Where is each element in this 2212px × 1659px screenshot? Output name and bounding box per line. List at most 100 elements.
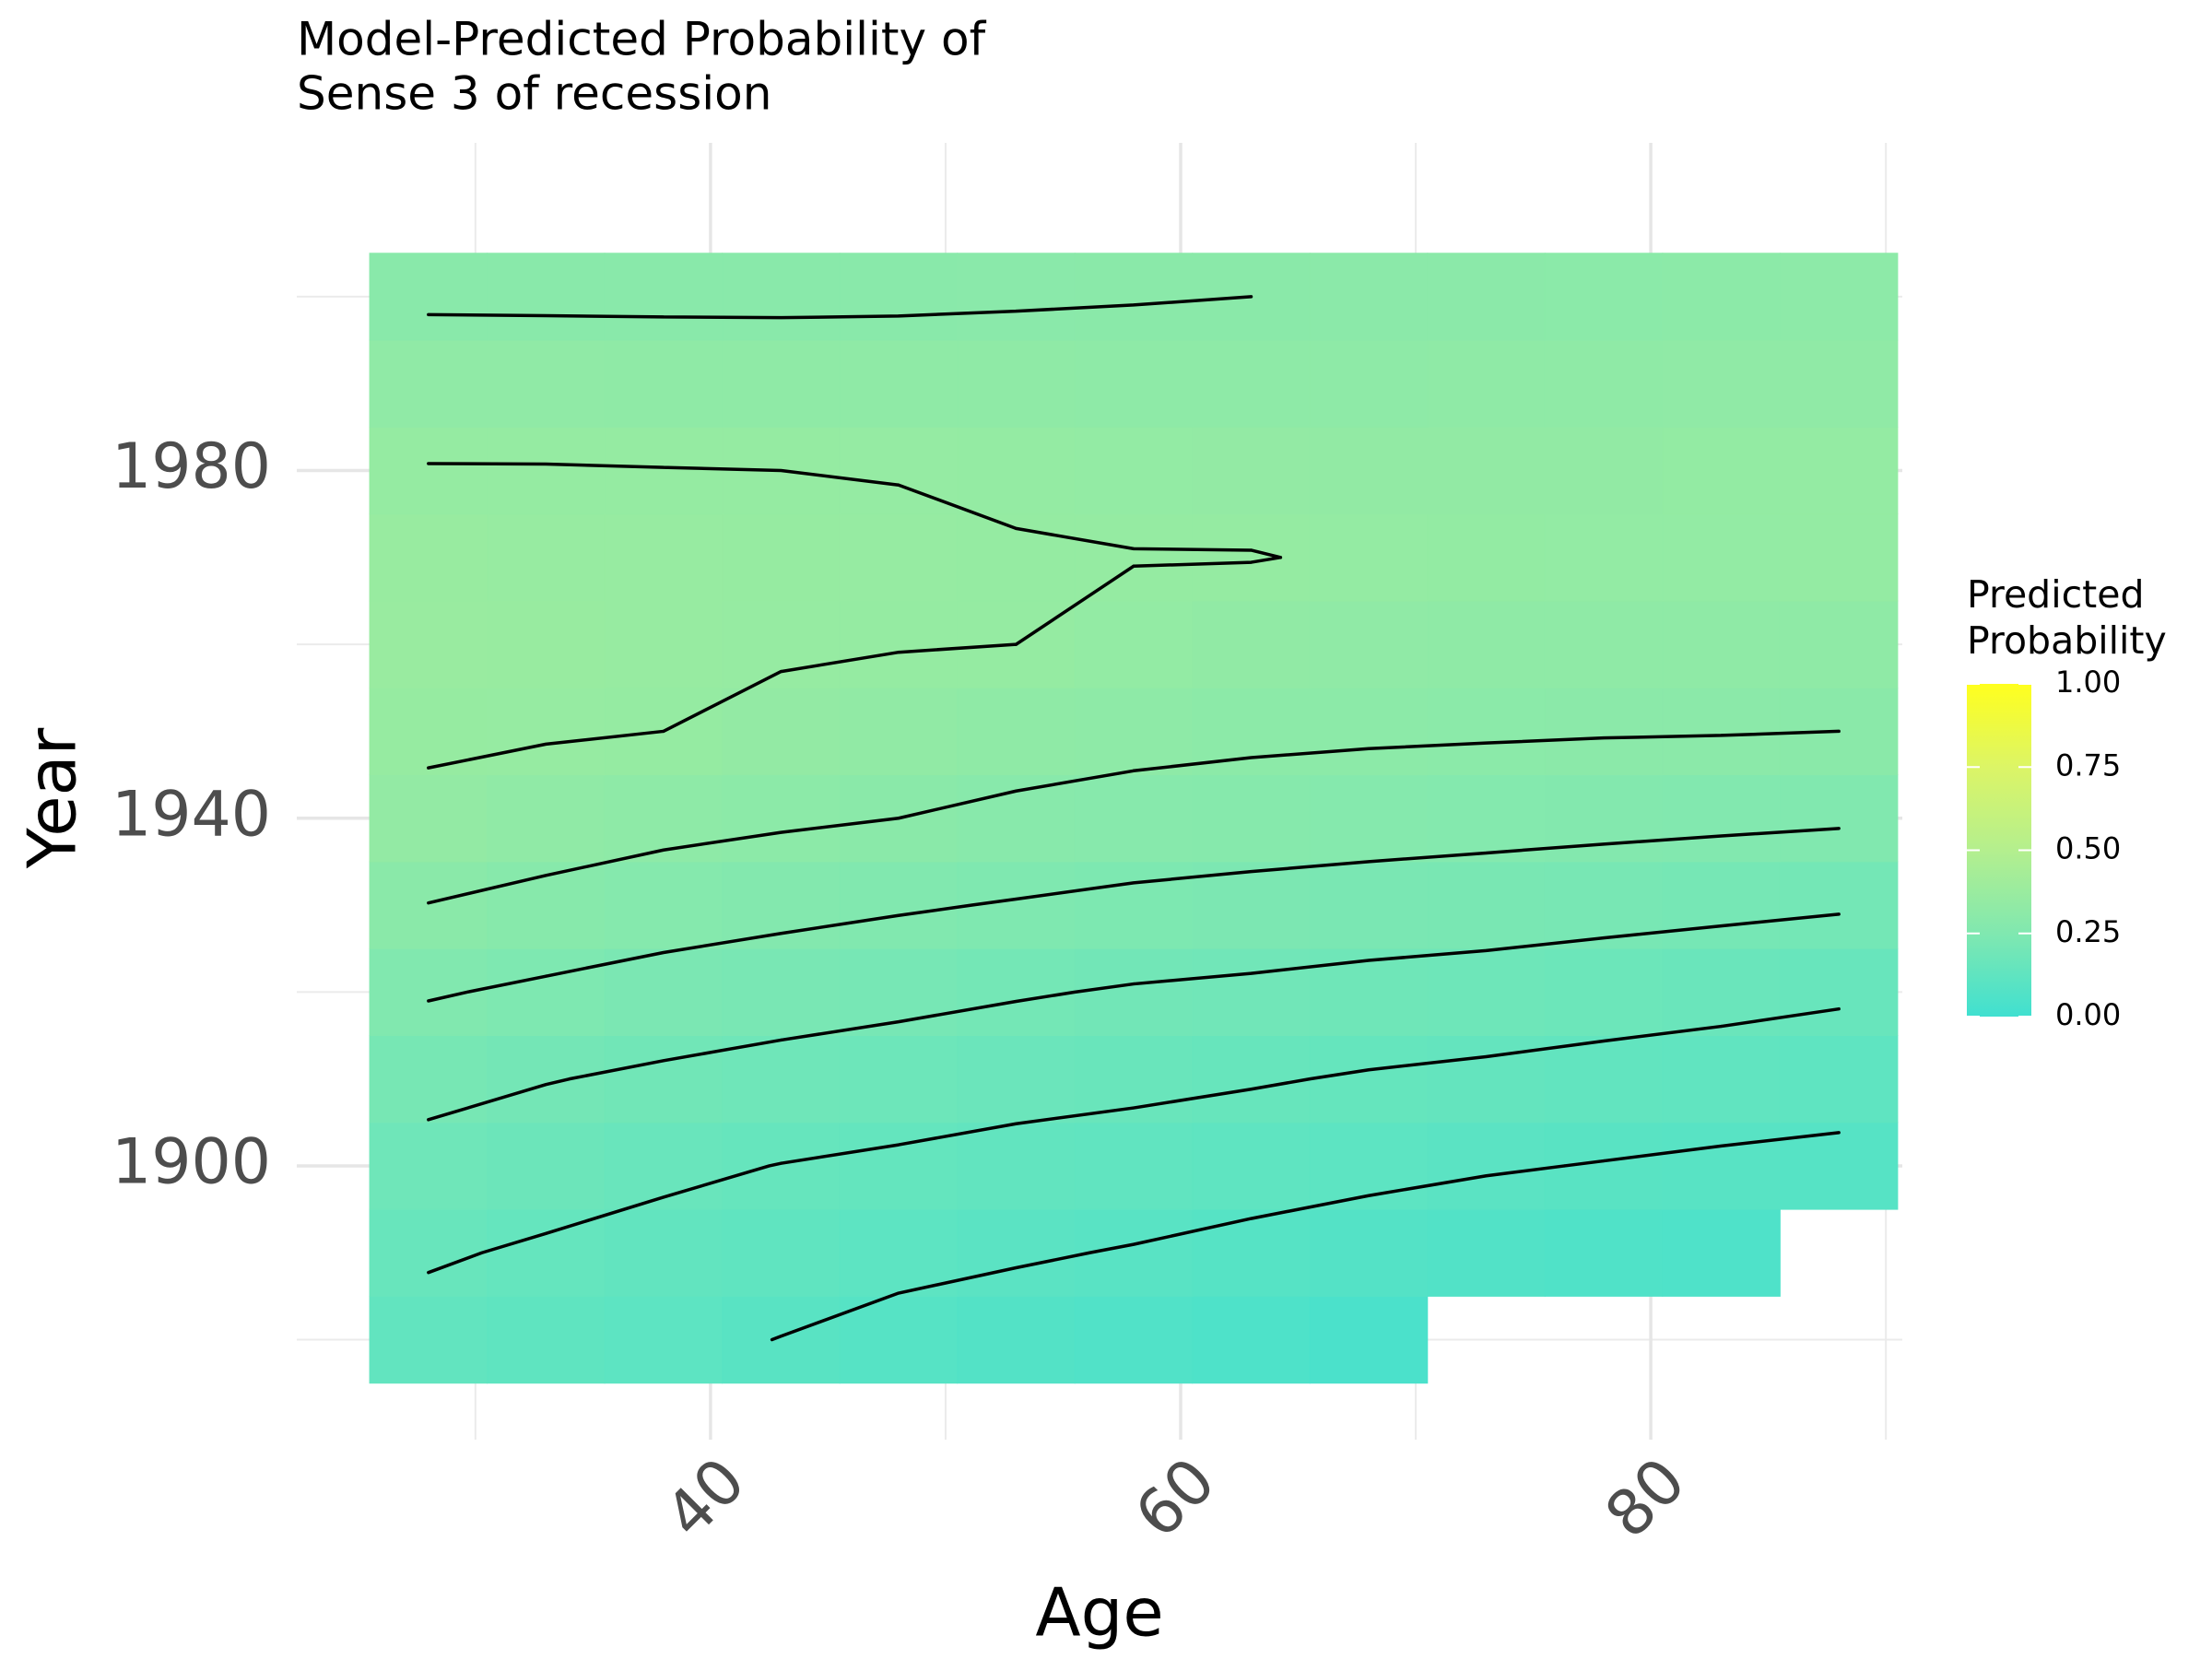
x-tick-label: 60	[1122, 1444, 1230, 1552]
heat-tile	[1309, 426, 1429, 515]
heat-tile	[1779, 600, 1899, 688]
legend-tick-label: 0.50	[2055, 831, 2121, 866]
heat-tile	[604, 1208, 724, 1297]
heat-tile	[604, 1295, 724, 1384]
heat-tile	[1074, 1122, 1194, 1210]
heat-tile	[1662, 687, 1781, 776]
heat-tile	[487, 513, 606, 602]
heat-tile	[604, 1122, 724, 1210]
heat-tile	[1192, 687, 1311, 776]
y-tick-label: 1940	[112, 778, 271, 851]
heat-tile	[957, 1122, 1076, 1210]
heat-tile	[1662, 253, 1781, 341]
heat-tile	[1544, 1034, 1664, 1124]
heat-tile	[1427, 947, 1546, 1036]
heat-tile	[839, 600, 959, 688]
heat-tile	[369, 426, 488, 515]
heat-tile	[487, 687, 606, 776]
heat-tile	[1192, 339, 1311, 428]
heat-tile	[369, 687, 488, 776]
heat-tile	[1662, 947, 1781, 1036]
heat-tile	[1779, 339, 1899, 428]
heat-tile	[1427, 426, 1546, 515]
heat-tile	[487, 426, 606, 515]
heat-tile	[1309, 1208, 1429, 1297]
legend-tick-label: 0.00	[2055, 997, 2121, 1032]
legend-tick-label: 0.25	[2055, 914, 2121, 949]
heat-tile	[1544, 253, 1664, 341]
heat-tile	[1192, 774, 1311, 863]
heat-tile	[1427, 861, 1546, 949]
heat-tile	[1192, 513, 1311, 602]
heat-tile	[1427, 774, 1546, 863]
x-axis-title: Age	[1035, 1574, 1163, 1652]
heat-tile	[1309, 687, 1429, 776]
plot-layer	[297, 143, 1902, 1440]
heat-tile	[1309, 1034, 1429, 1124]
heat-tile	[1427, 1122, 1546, 1210]
heat-tile	[604, 339, 724, 428]
heat-tile	[1544, 426, 1664, 515]
heat-tile	[839, 687, 959, 776]
heat-tile	[1544, 687, 1664, 776]
heat-tile	[722, 339, 841, 428]
heat-tile	[1192, 947, 1311, 1036]
heat-tile	[487, 947, 606, 1036]
heat-tile	[1779, 774, 1899, 863]
heat-tile	[1427, 600, 1546, 688]
heat-tile	[369, 513, 488, 602]
heat-tile	[369, 774, 488, 863]
heat-tile	[369, 1034, 488, 1124]
heat-tile	[1544, 947, 1664, 1036]
heat-tile	[1427, 339, 1546, 428]
legend-title: Predicted	[1967, 572, 2144, 617]
heat-tile	[839, 1034, 959, 1124]
heat-tile	[1779, 426, 1899, 515]
heat-tile	[1779, 1122, 1899, 1210]
heat-tile	[722, 947, 841, 1036]
chart-title: Sense 3 of recession	[297, 67, 771, 121]
heat-tile	[957, 1034, 1076, 1124]
heat-tile	[839, 339, 959, 428]
heat-tile	[1192, 1122, 1311, 1210]
heat-tile	[369, 253, 488, 341]
heat-tile	[722, 600, 841, 688]
contour-line	[427, 827, 1841, 1003]
y-tick-label: 1900	[112, 1125, 271, 1198]
heat-tile	[1309, 600, 1429, 688]
heat-tile	[722, 1122, 841, 1210]
contour-line	[427, 295, 1841, 905]
heat-tile	[604, 426, 724, 515]
heat-tile	[1779, 861, 1899, 949]
heat-tile	[604, 600, 724, 688]
heat-tile	[722, 1208, 841, 1297]
contour-line	[427, 912, 1841, 1122]
heat-tile	[1662, 861, 1781, 949]
heat-tile	[1074, 253, 1194, 341]
heat-tile	[1544, 600, 1664, 688]
heat-tile	[1427, 687, 1546, 776]
heat-tile	[839, 1208, 959, 1297]
heat-tile	[487, 600, 606, 688]
x-tick-label: 40	[652, 1444, 759, 1552]
heat-tile	[1074, 513, 1194, 602]
heat-tile	[1309, 513, 1429, 602]
heat-tile	[1427, 1034, 1546, 1124]
heat-tile	[957, 426, 1076, 515]
chart-title: Model-Predicted Probability of	[297, 13, 987, 66]
heat-tile	[1662, 339, 1781, 428]
heat-tile	[722, 1295, 841, 1384]
heat-tile	[957, 253, 1076, 341]
heat-tile	[604, 1034, 724, 1124]
heat-tile	[957, 687, 1076, 776]
heat-tile	[487, 1122, 606, 1210]
heat-tile	[487, 1034, 606, 1124]
heat-tile	[839, 253, 959, 341]
heat-tile	[1074, 426, 1194, 515]
heat-tile	[1074, 687, 1194, 776]
heat-tile	[369, 861, 488, 949]
heat-tile	[722, 687, 841, 776]
heat-tile	[839, 1122, 959, 1210]
